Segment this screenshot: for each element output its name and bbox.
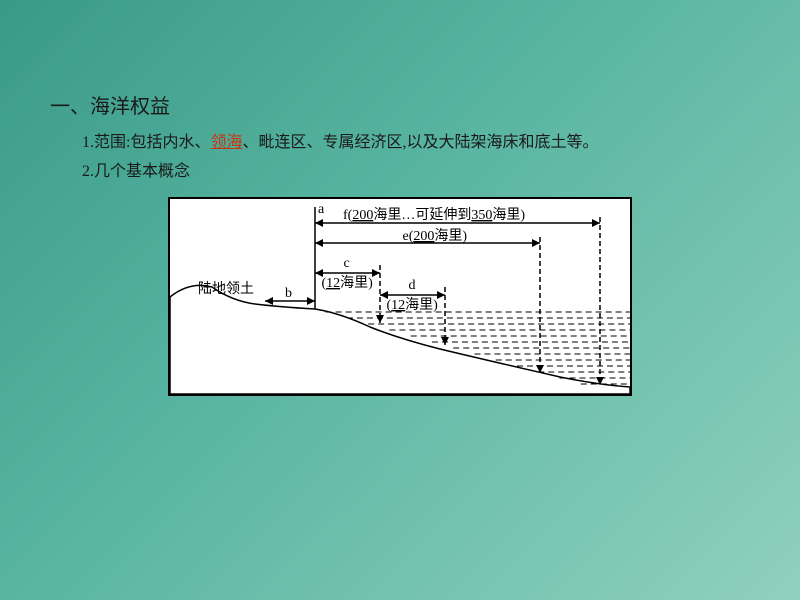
svg-text:(12海里): (12海里) bbox=[387, 297, 439, 313]
svg-text:f(200海里…可延伸到350海里): f(200海里…可延伸到350海里) bbox=[343, 207, 525, 223]
svg-text:c: c bbox=[344, 256, 350, 271]
svg-text:e(200海里): e(200海里) bbox=[403, 228, 468, 244]
line1-suffix: 、毗连区、专属经济区,以及大陆架海床和底土等。 bbox=[242, 134, 598, 151]
body-line-1: 1.范围:包括内水、领海、毗连区、专属经济区,以及大陆架海床和底土等。 bbox=[82, 129, 750, 158]
diagram-container: a f(200海里…可延伸到350海里) e(200海里) c (12海里) d (12海里… bbox=[50, 197, 750, 396]
svg-text:(12海里): (12海里) bbox=[322, 275, 374, 291]
section-heading: 一、海洋权益 bbox=[50, 90, 750, 119]
body-line-2: 2.几个基本概念 bbox=[82, 158, 750, 187]
svg-text:陆地领土: 陆地领土 bbox=[198, 281, 254, 297]
svg-text:a: a bbox=[318, 202, 325, 217]
line1-highlight: 领海 bbox=[210, 134, 242, 151]
maritime-zones-diagram: a f(200海里…可延伸到350海里) e(200海里) c (12海里) d (12海里… bbox=[168, 197, 632, 396]
svg-text:d: d bbox=[409, 278, 416, 293]
line1-prefix: 1.范围:包括内水、 bbox=[82, 134, 210, 151]
svg-text:b: b bbox=[285, 286, 292, 301]
